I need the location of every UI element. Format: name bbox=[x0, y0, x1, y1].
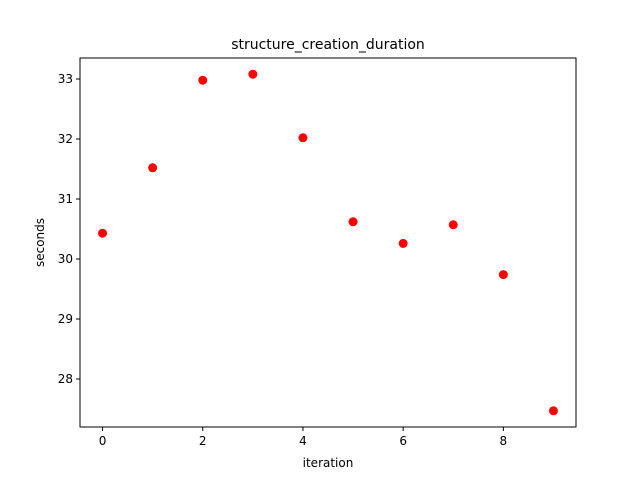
data-point bbox=[198, 75, 208, 85]
x-axis-label: iteration bbox=[303, 456, 354, 470]
x-tick-label: 4 bbox=[299, 434, 307, 448]
plot-frame bbox=[79, 57, 577, 428]
y-tick-label: 33 bbox=[58, 72, 73, 86]
y-tick-label: 32 bbox=[58, 132, 73, 146]
data-point bbox=[248, 69, 258, 79]
data-point bbox=[98, 228, 108, 238]
chart-title: structure_creation_duration bbox=[231, 37, 425, 53]
y-axis-ticks: 28 29 30 31 32 33 bbox=[58, 72, 80, 386]
y-tick-label: 28 bbox=[58, 372, 73, 386]
y-tick-label: 31 bbox=[58, 192, 73, 206]
x-tick-label: 8 bbox=[500, 434, 508, 448]
x-tick-label: 6 bbox=[399, 434, 407, 448]
data-point bbox=[448, 220, 458, 230]
y-tick-label: 29 bbox=[58, 312, 73, 326]
x-tick-label: 0 bbox=[99, 434, 107, 448]
data-point bbox=[298, 133, 308, 143]
y-tick-label: 30 bbox=[58, 252, 73, 266]
y-axis-label: seconds bbox=[33, 218, 47, 267]
data-point bbox=[348, 217, 358, 227]
data-point bbox=[548, 406, 558, 416]
x-axis-ticks: 0 2 4 6 8 bbox=[99, 427, 507, 448]
data-point bbox=[398, 238, 408, 248]
data-point bbox=[498, 270, 508, 280]
x-tick-label: 2 bbox=[199, 434, 207, 448]
data-point bbox=[148, 163, 158, 173]
data-points bbox=[98, 69, 558, 416]
